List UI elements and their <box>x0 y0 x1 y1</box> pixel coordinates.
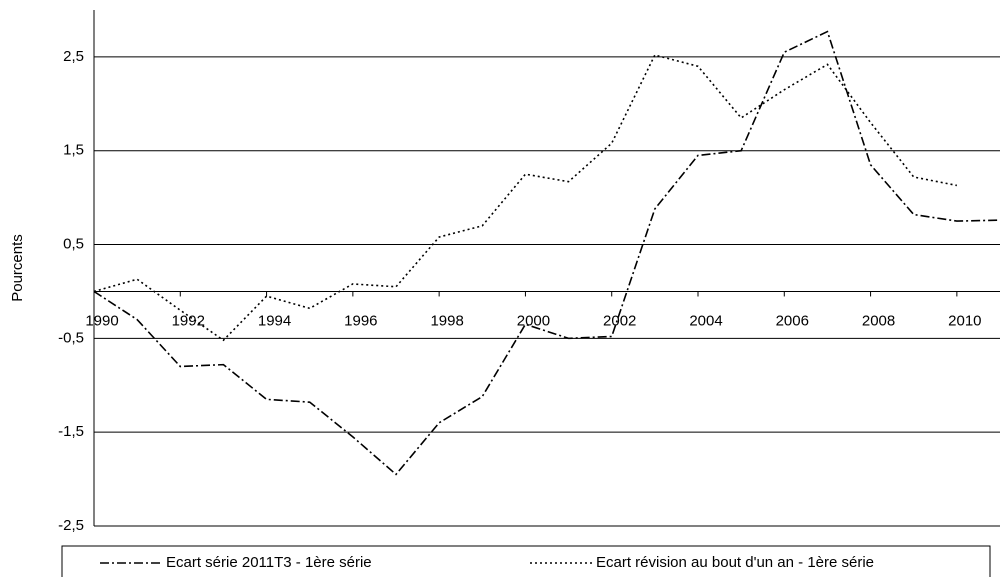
x-tick-label: 1998 <box>430 312 463 329</box>
x-tick-label: 2000 <box>517 312 550 329</box>
x-tick-label: 2002 <box>603 312 636 329</box>
line-series <box>93 54 958 342</box>
legend-label: Ecart série 2011T3 - 1ère série <box>166 554 372 571</box>
x-tick-label: 1996 <box>344 312 377 329</box>
y-tick-label: 0,5 <box>63 236 84 253</box>
x-tick-label: 1992 <box>172 312 205 329</box>
y-axis-label: Pourcents <box>9 234 26 302</box>
y-tick-label: -0,5 <box>58 329 84 346</box>
x-tick-label: 2010 <box>948 312 981 329</box>
x-tick-label: 2008 <box>862 312 895 329</box>
y-tick-label: 1,5 <box>63 142 84 159</box>
legend-box <box>61 545 991 577</box>
x-tick-label: 1990 <box>85 312 118 329</box>
legend-label: Ecart révision au bout d'un an - 1ère sé… <box>596 554 874 571</box>
x-tick-label: 2006 <box>776 312 809 329</box>
y-tick-label: 2,5 <box>63 48 84 65</box>
y-tick-label: -1,5 <box>58 423 84 440</box>
x-tick-label: 2004 <box>689 312 722 329</box>
x-tick-label: 1994 <box>258 312 291 329</box>
line-series <box>93 30 1000 476</box>
y-tick-label: -2,5 <box>58 517 84 534</box>
